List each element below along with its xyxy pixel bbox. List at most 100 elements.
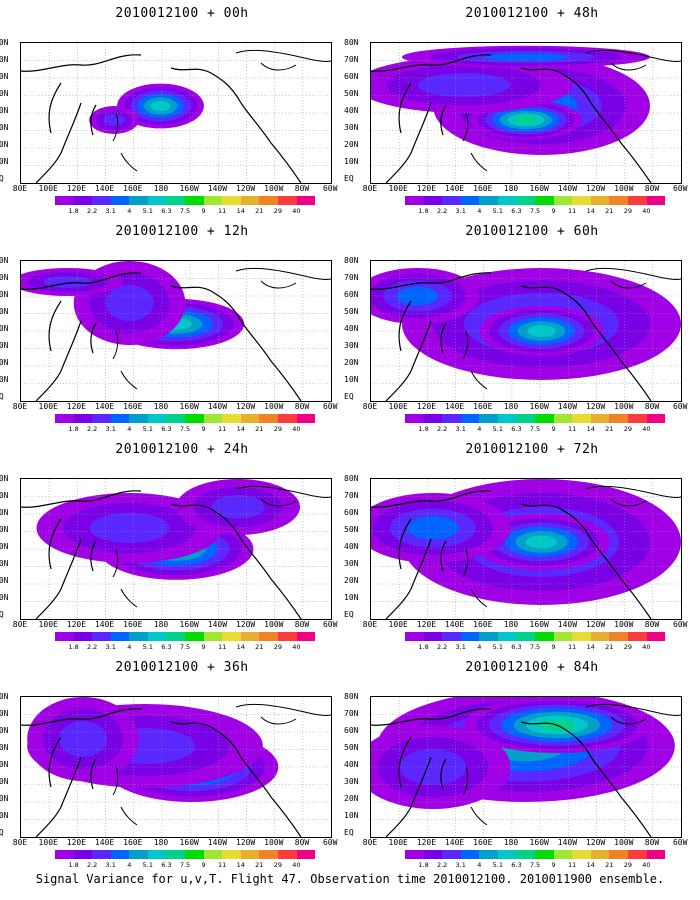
lon-label: 140W: [557, 620, 578, 629]
colorbar-tick-label: 40: [292, 425, 301, 433]
lon-label: 140W: [557, 838, 578, 847]
colorbar: [405, 632, 666, 641]
colorbar-swatch: [129, 196, 148, 205]
colorbar-swatch: [277, 196, 297, 205]
lat-label: EQ: [344, 610, 354, 619]
colorbar-tick-label: 11: [218, 207, 227, 215]
colorbar-tick-label: 40: [292, 861, 301, 869]
lon-label: 140W: [207, 402, 228, 411]
colorbar-tick-label: 3.1: [105, 425, 116, 433]
lon-label: 180: [153, 402, 169, 411]
lon-label: 80E: [12, 402, 28, 411]
lat-label: 80N: [344, 692, 359, 701]
colorbar-ticks: 1.8 2.2 3.1 4 5.1 6.3 7.5 9 11 14 21 29 40: [405, 425, 665, 433]
colorbar-tick-label: 40: [642, 643, 651, 651]
colorbar-swatch: [73, 196, 93, 205]
forecast-panel: 2010012100 + 00h 80N 70N 60N 50N 40N 30N 20N 10N…: [0, 0, 340, 215]
colorbar-tick-label: 14: [236, 207, 245, 215]
lon-label: 80E: [362, 838, 378, 847]
colorbar-swatch: [572, 632, 591, 641]
lat-label: 30N: [344, 777, 359, 786]
colorbar-tick-label: 7.5: [529, 861, 541, 869]
colorbar-tick-label: 9: [201, 207, 206, 215]
colorbar-tick-label: 11: [218, 643, 227, 651]
colorbar-swatch: [479, 196, 498, 205]
colorbar-swatch: [277, 414, 297, 423]
colorbar-tick-label: 21: [255, 207, 264, 215]
lon-label: 100E: [388, 402, 408, 411]
colorbar-tick-label: 3.1: [455, 643, 466, 651]
lon-label: 100E: [38, 184, 58, 193]
lon-label: 140E: [444, 838, 465, 847]
lon-label: 160E: [473, 620, 493, 629]
lon-label: 160E: [123, 838, 143, 847]
lon-label: 120E: [66, 838, 87, 847]
lon-label: 140E: [94, 184, 115, 193]
colorbar-swatch: [535, 850, 554, 859]
colorbar-tick-label: 14: [236, 425, 245, 433]
colorbar-tick-label: 3.1: [105, 643, 116, 651]
colorbar-tick-label: 1.8: [68, 643, 79, 651]
colorbar-tick-label: 6.3: [161, 643, 172, 651]
colorbar-swatch: [222, 850, 241, 859]
map-plot: [20, 696, 332, 838]
colorbar-swatch: [147, 196, 167, 205]
colorbar-swatch: [110, 850, 130, 859]
colorbar-tick-label: 11: [218, 425, 227, 433]
colorbar-swatch: [516, 850, 536, 859]
colorbar-tick-label: 9: [201, 643, 206, 651]
colorbar-swatch: [627, 850, 647, 859]
colorbar-swatch: [572, 414, 591, 423]
forecast-panel: 2010012100 + 84h 80N 70N 60N 50N 40N 30N 20N 10N…: [344, 654, 690, 869]
colorbar-tick-label: 11: [568, 861, 577, 869]
colorbar-swatch: [110, 632, 130, 641]
colorbar-tick-label: 4: [127, 207, 132, 215]
colorbar-swatch: [296, 196, 316, 205]
colorbar-swatch: [442, 850, 461, 859]
colorbar-swatch: [516, 196, 536, 205]
colorbar-tick-label: 3.1: [105, 861, 116, 869]
colorbar-swatch: [553, 850, 573, 859]
colorbar-tick-label: 5.1: [492, 643, 504, 651]
lon-label: 120E: [416, 402, 437, 411]
forecast-panel: 2010012100 + 48h 80N 70N 60N 50N 40N 30N 20N 10N…: [344, 0, 690, 215]
colorbar-swatch: [129, 632, 148, 641]
lon-label: 80E: [12, 184, 28, 193]
colorbar-tick-label: 14: [586, 861, 595, 869]
colorbar-swatch: [259, 850, 278, 859]
colorbar-swatch: [259, 196, 278, 205]
lat-label: 40N: [0, 542, 9, 551]
colorbar-tick-label: 9: [551, 643, 556, 651]
lon-label: 140E: [444, 402, 465, 411]
lon-label: 120E: [66, 620, 87, 629]
lon-label: 120W: [585, 402, 606, 411]
lon-label: 100W: [264, 620, 284, 629]
lat-label: 10N: [344, 811, 359, 820]
lon-label: 160W: [179, 184, 199, 193]
colorbar-tick-label: 21: [605, 207, 614, 215]
colorbar-tick-label: 11: [568, 425, 577, 433]
colorbar-swatch: [240, 196, 260, 205]
colorbar-tick-label: 29: [623, 643, 632, 651]
lat-label: 30N: [344, 123, 359, 132]
colorbar-tick-label: 5.1: [492, 207, 504, 215]
lat-label: 10N: [344, 593, 359, 602]
lat-label: 80N: [0, 256, 9, 265]
lon-label: 60W: [322, 620, 338, 629]
colorbar-swatch: [460, 414, 480, 423]
colorbar-tick-label: 9: [551, 207, 556, 215]
colorbar-tick-label: 29: [273, 861, 282, 869]
colorbar-swatch: [185, 196, 204, 205]
colorbar-tick-label: 4: [127, 425, 132, 433]
lon-label: 80W: [294, 184, 310, 193]
lon-label: 60W: [672, 838, 688, 847]
lon-label: 80E: [12, 620, 28, 629]
panel-title: 2010012100 + 72h: [465, 442, 599, 457]
colorbar-ticks: 1.8 2.2 3.1 4 5.1 6.3 7.5 9 11 14 21 29 40: [55, 861, 315, 869]
colorbar-swatch: [460, 632, 480, 641]
colorbar-swatch: [627, 196, 647, 205]
lat-label: 60N: [0, 508, 9, 517]
colorbar-swatch: [166, 850, 186, 859]
lon-label: 140W: [207, 620, 228, 629]
lon-label: 120W: [585, 184, 606, 193]
